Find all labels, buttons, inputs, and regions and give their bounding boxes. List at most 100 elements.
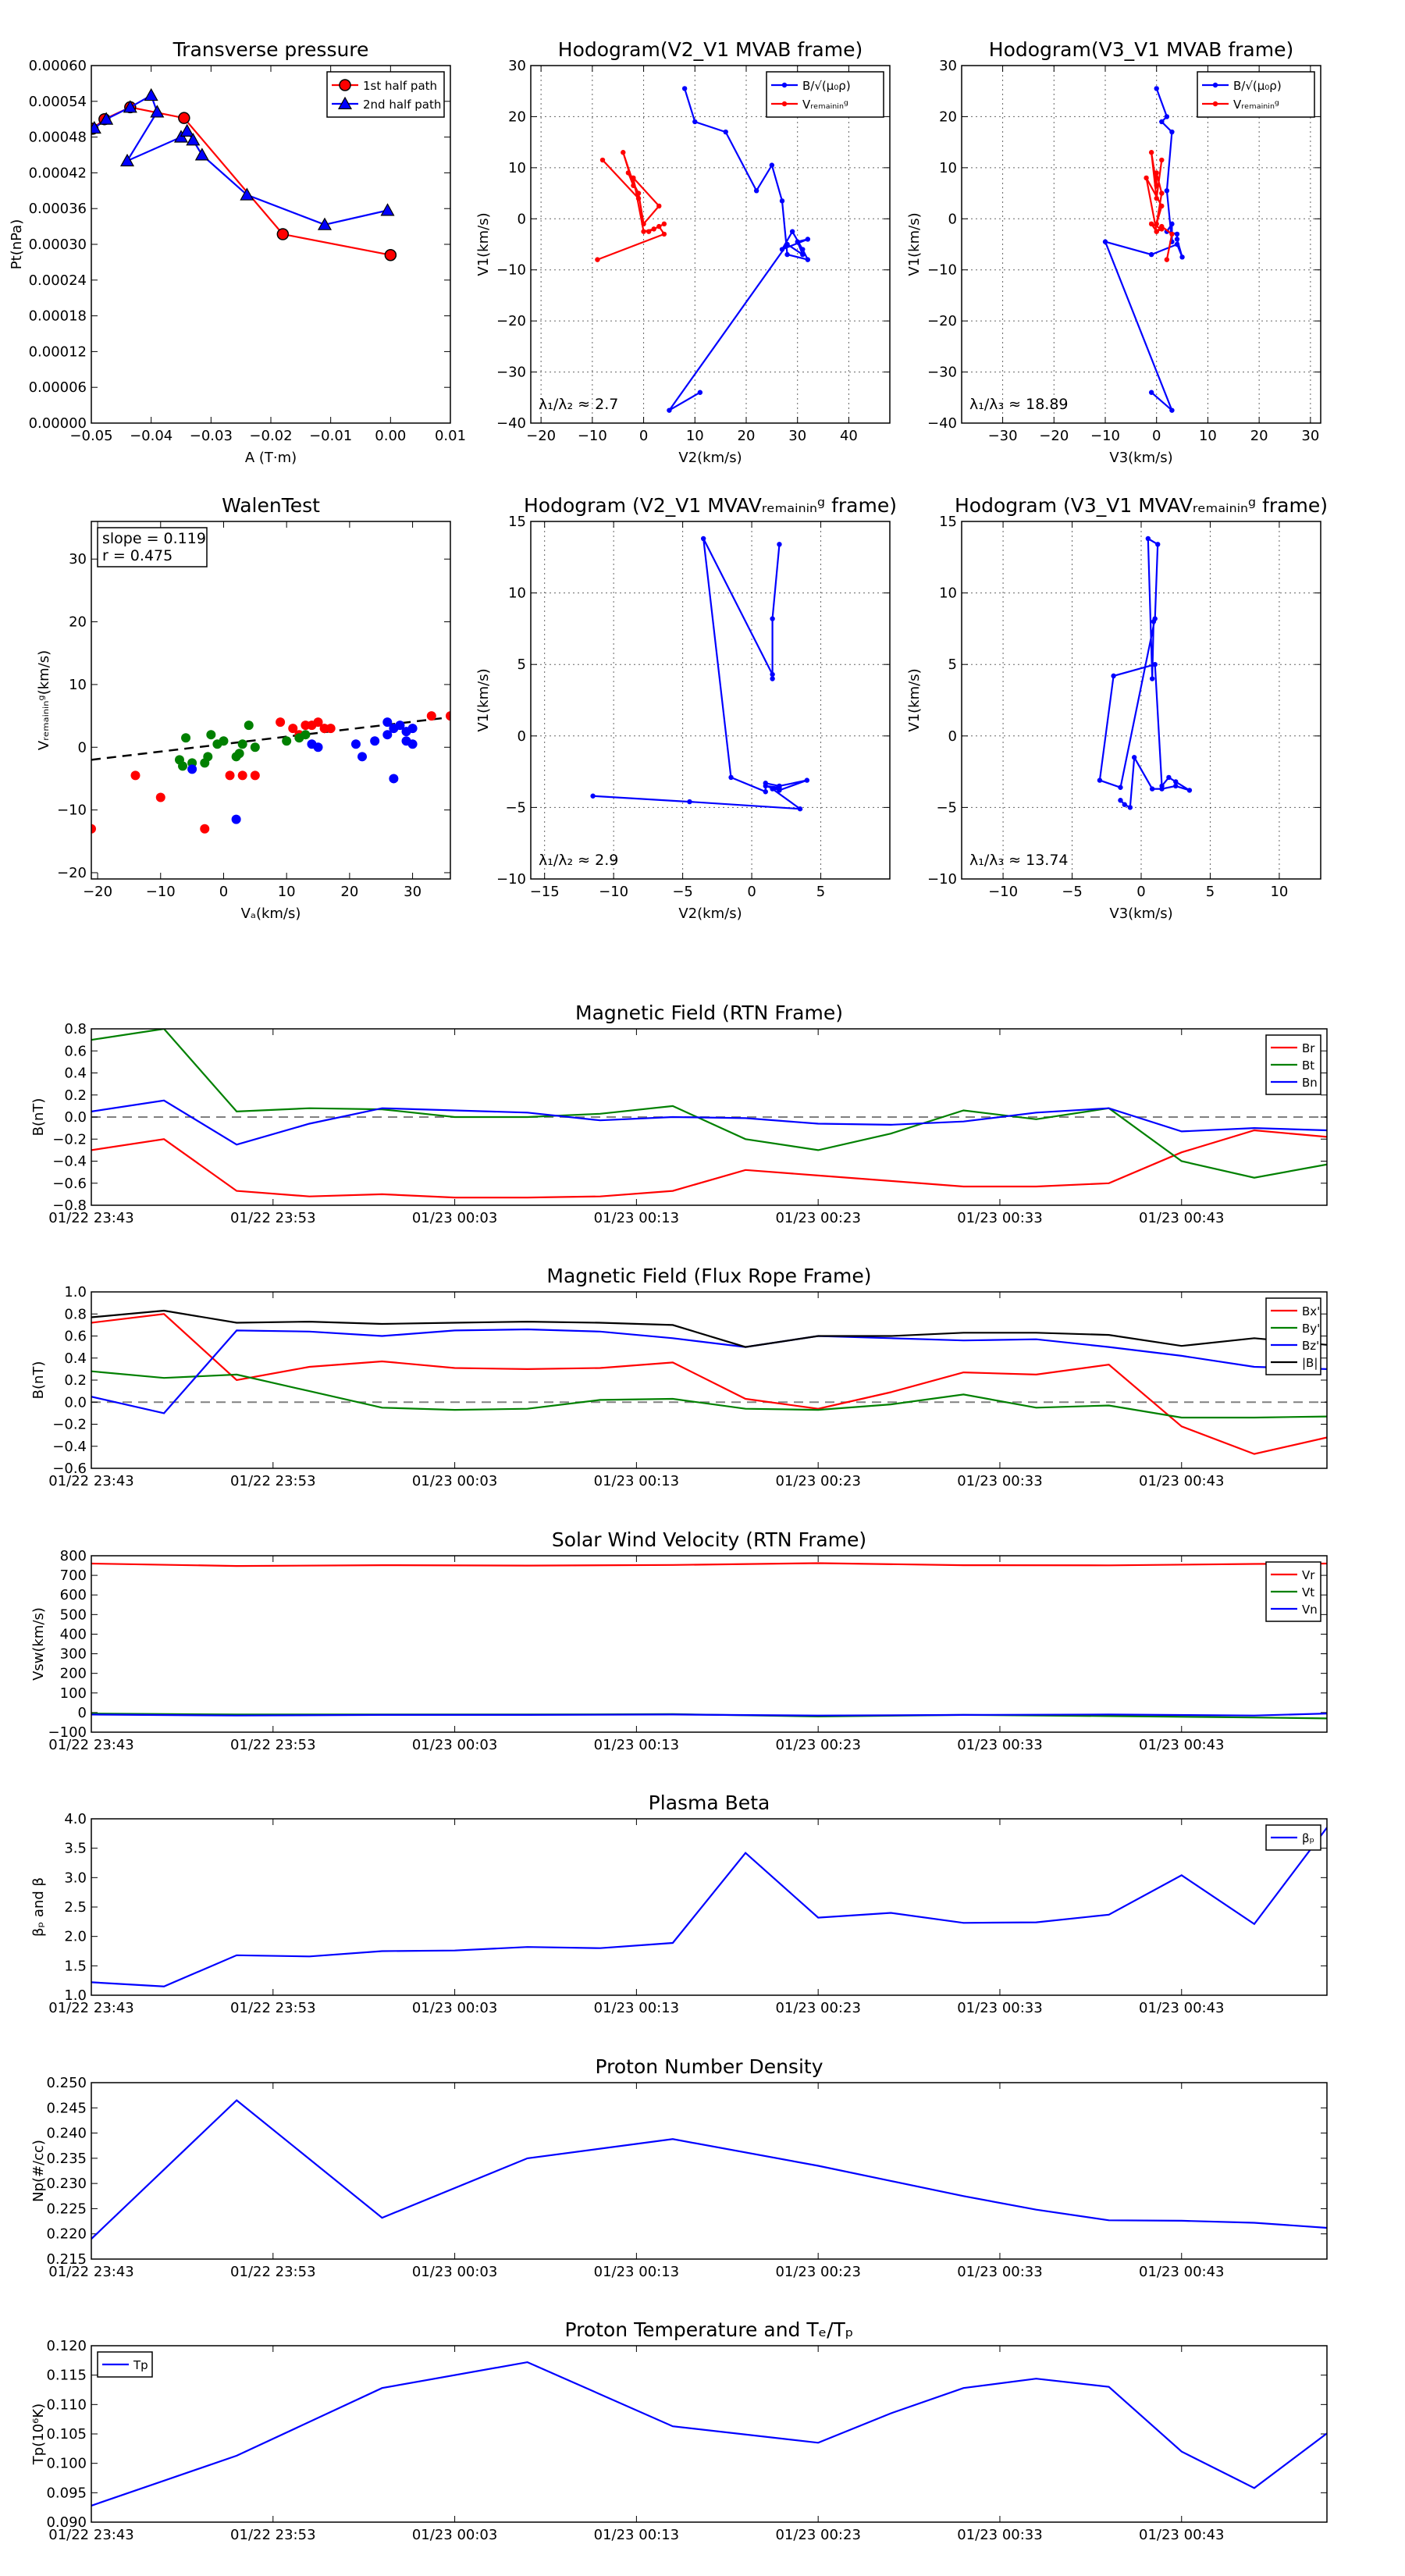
y-tick-label: 0	[948, 728, 957, 745]
data-point	[244, 720, 254, 731]
y-tick-label: 30	[939, 58, 957, 74]
legend-marker	[1212, 101, 1218, 107]
legend: Br Bt Bn	[1265, 1034, 1321, 1095]
axes-frame	[91, 2345, 1328, 2523]
y-tick-label: −0.4	[52, 1439, 87, 1455]
chart-np: 01/22 23:43 01/22 23:53 01/23 00:03 01/23 0…	[30, 2055, 1328, 2280]
y-tick-label: −5	[505, 799, 526, 816]
y-tick-label: 300	[60, 1646, 87, 1663]
x-tick-label: 01/23 00:43	[1139, 2264, 1224, 2280]
legend-label: Vt	[1302, 1585, 1314, 1599]
data-point	[206, 730, 216, 740]
x-tick-label: 01/22 23:43	[48, 2264, 133, 2280]
x-tick-label: −20	[83, 884, 112, 900]
data-point	[301, 730, 311, 740]
data-point	[1144, 175, 1149, 181]
x-tick-label: 01/22 23:53	[230, 1473, 315, 1489]
axes-frame	[91, 1818, 1328, 1996]
x-tick-label: −5	[1062, 884, 1083, 900]
data-point	[651, 226, 656, 232]
data-point	[389, 774, 399, 784]
y-axis-label: Np(#/cc)	[30, 2140, 47, 2202]
data-point	[91, 824, 96, 834]
y-tick-label: 3.5	[64, 1841, 87, 1857]
data-point	[641, 221, 646, 227]
legend-label: |B|	[1302, 1356, 1318, 1370]
y-tick-label: 1.5	[64, 1958, 87, 1974]
x-tick-label: 20	[1250, 428, 1268, 444]
annotation-box	[97, 527, 208, 568]
chart-title: Hodogram(V3_V1 MVAB frame)	[989, 38, 1293, 61]
x-tick-label: 01/22 23:43	[48, 2000, 133, 2016]
data-point	[804, 777, 810, 783]
y-tick-label: 30	[508, 58, 526, 74]
data-point	[1102, 239, 1108, 244]
chart-h2: −30 −20 −10 0 10 20 30 −40 −30 −20 −10 0 10 20 30 Hodog…	[906, 38, 1321, 466]
data-point	[317, 217, 333, 230]
data-point	[325, 724, 336, 734]
data-point	[789, 229, 795, 234]
y-tick-label: −10	[496, 262, 526, 279]
x-tick-label: 01/22 23:53	[230, 2527, 315, 2543]
y-tick-label: 2.0	[64, 1929, 87, 1945]
x-tick-label: −0.04	[130, 428, 173, 444]
plot-area	[595, 86, 811, 413]
y-tick-label: 0.00042	[29, 165, 87, 181]
x-tick-label: 01/23 00:23	[775, 1737, 860, 1753]
data-point	[777, 788, 782, 793]
legend-label: Vᵣₑₘₐᵢₙᵢₙᵍ	[1233, 98, 1279, 112]
data-point	[805, 257, 811, 262]
y-tick-label: 0.00012	[29, 343, 87, 360]
x-tick-label: 01/22 23:53	[230, 2264, 315, 2280]
data-point	[1159, 203, 1165, 209]
legend: Vr Vt Vn	[1265, 1561, 1321, 1622]
y-tick-label: −20	[57, 865, 87, 881]
legend: B/√(μ₀ρ) Vᵣₑₘₐᵢₙᵢₙᵍ	[1197, 71, 1315, 118]
y-tick-label: 0.6	[64, 1043, 87, 1059]
data-point	[119, 153, 135, 167]
data-point	[700, 535, 706, 542]
y-tick-label: 0.00054	[29, 94, 87, 110]
data-point	[276, 228, 290, 240]
data-point	[1174, 231, 1180, 237]
x-tick-label: 30	[404, 884, 422, 900]
data-point	[723, 129, 728, 135]
y-tick-label: 0.095	[46, 2485, 87, 2501]
series-line-2	[91, 1713, 1327, 1717]
data-point	[1148, 251, 1154, 258]
series-line-1	[597, 151, 666, 261]
data-point	[784, 251, 790, 258]
data-point	[181, 733, 191, 743]
chart-title: Hodogram (V3_V1 MVAVᵣₑₘₐᵢₙᵢₙᵍ frame)	[955, 494, 1328, 517]
x-tick-label: −10	[578, 428, 607, 444]
x-tick-label: 01/23 00:33	[957, 2527, 1042, 2543]
data-point	[357, 752, 368, 762]
y-tick-label: 1.0	[64, 1284, 87, 1300]
y-tick-label: 0.00024	[29, 272, 87, 289]
legend-box	[1197, 71, 1315, 118]
data-point	[1169, 407, 1175, 413]
data-point	[370, 736, 380, 746]
data-point	[1145, 535, 1151, 542]
data-point	[1154, 183, 1159, 188]
data-point	[382, 717, 393, 728]
x-tick-label: −0.02	[249, 428, 292, 444]
x-tick-label: 01/23 00:33	[957, 1737, 1042, 1753]
axes-frame	[961, 65, 1321, 424]
data-point	[282, 736, 292, 746]
y-tick-label: 0.100	[46, 2456, 87, 2472]
x-tick-label: 10	[1199, 428, 1217, 444]
data-point	[219, 736, 229, 746]
axes-frame	[91, 1555, 1328, 1733]
y-tick-label: 0.6	[64, 1329, 87, 1345]
data-point	[687, 799, 692, 805]
y-tick-label: 0.0	[64, 1394, 87, 1411]
chart-title: Plasma Beta	[649, 1791, 770, 1814]
x-tick-label: 01/23 00:03	[412, 2264, 497, 2280]
y-tick-label: −10	[57, 802, 87, 819]
axes-frame	[91, 521, 451, 880]
data-point	[797, 806, 803, 812]
data-point	[777, 542, 782, 547]
data-point	[1152, 662, 1158, 667]
